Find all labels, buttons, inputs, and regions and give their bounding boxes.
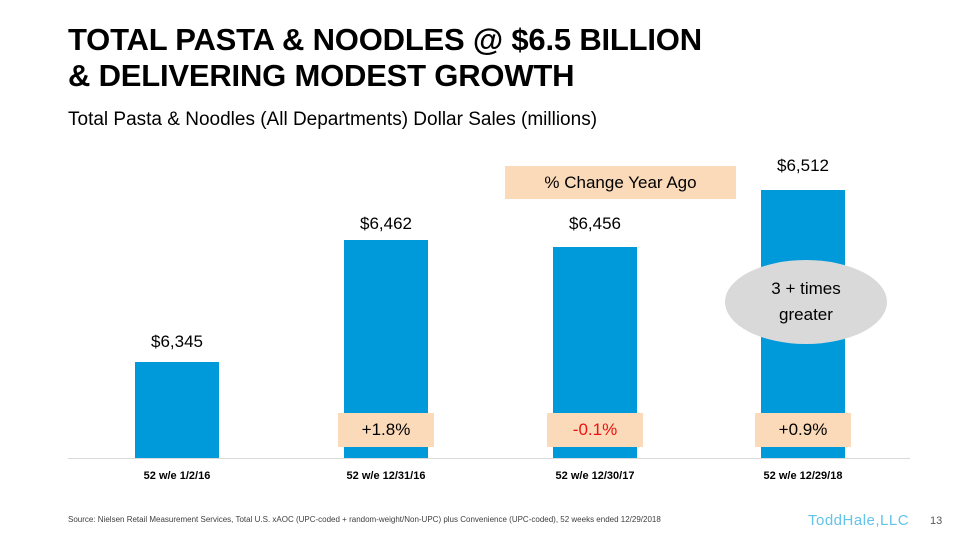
category-label-2: 52 w/e 12/31/16: [346, 470, 426, 482]
page-title: TOTAL PASTA & NOODLES @ $6.5 BILLION & D…: [68, 22, 702, 93]
brand-logo: ToddHale,LLC: [808, 512, 910, 529]
bar-value-label-1: $6,345: [151, 332, 203, 351]
bar-value-label-3: $6,456: [569, 214, 621, 233]
bar-value-label-4: $6,512: [777, 156, 829, 175]
pct-change-label-2: +1.8%: [338, 413, 434, 447]
pct-change-label-4: +0.9%: [755, 413, 851, 447]
pct-change-label-3: -0.1%: [547, 413, 643, 447]
category-label-1: 52 w/e 1/2/16: [143, 470, 211, 482]
page-number: 13: [930, 515, 943, 527]
category-label-3: 52 w/e 12/30/17: [555, 470, 635, 482]
source-note: Source: Nielsen Retail Measurement Servi…: [68, 515, 661, 524]
bar-value-label-2: $6,462: [360, 214, 412, 233]
page-subtitle: Total Pasta & Noodles (All Departments) …: [68, 109, 598, 130]
axis-baseline: [68, 458, 910, 459]
bar-1: [135, 362, 219, 458]
annotation-ellipse-three-times-greater: 3 + times greater: [725, 260, 887, 344]
legend-callout-pct-change: % Change Year Ago: [505, 166, 736, 199]
category-label-4: 52 w/e 12/29/18: [763, 470, 843, 482]
